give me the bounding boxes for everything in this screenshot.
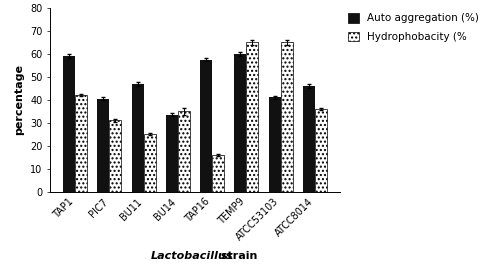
Bar: [200, 60, 212, 192]
Bar: [75, 95, 87, 192]
Bar: [234, 54, 246, 192]
Bar: [166, 115, 178, 192]
Text: strain: strain: [218, 251, 258, 261]
Text: Lactobacillus: Lactobacillus: [151, 251, 234, 261]
Legend: Auto aggregation (%), Hydrophobacity (%: Auto aggregation (%), Hydrophobacity (%: [348, 13, 478, 42]
Bar: [268, 97, 280, 192]
Bar: [303, 86, 315, 192]
Bar: [212, 155, 224, 192]
Bar: [63, 56, 75, 192]
Bar: [98, 99, 110, 192]
Bar: [132, 84, 143, 192]
Bar: [246, 42, 258, 192]
Bar: [178, 111, 190, 192]
Y-axis label: percentage: percentage: [14, 64, 24, 135]
Bar: [315, 109, 327, 192]
Bar: [110, 120, 122, 192]
Bar: [144, 134, 156, 192]
Bar: [280, 42, 292, 192]
